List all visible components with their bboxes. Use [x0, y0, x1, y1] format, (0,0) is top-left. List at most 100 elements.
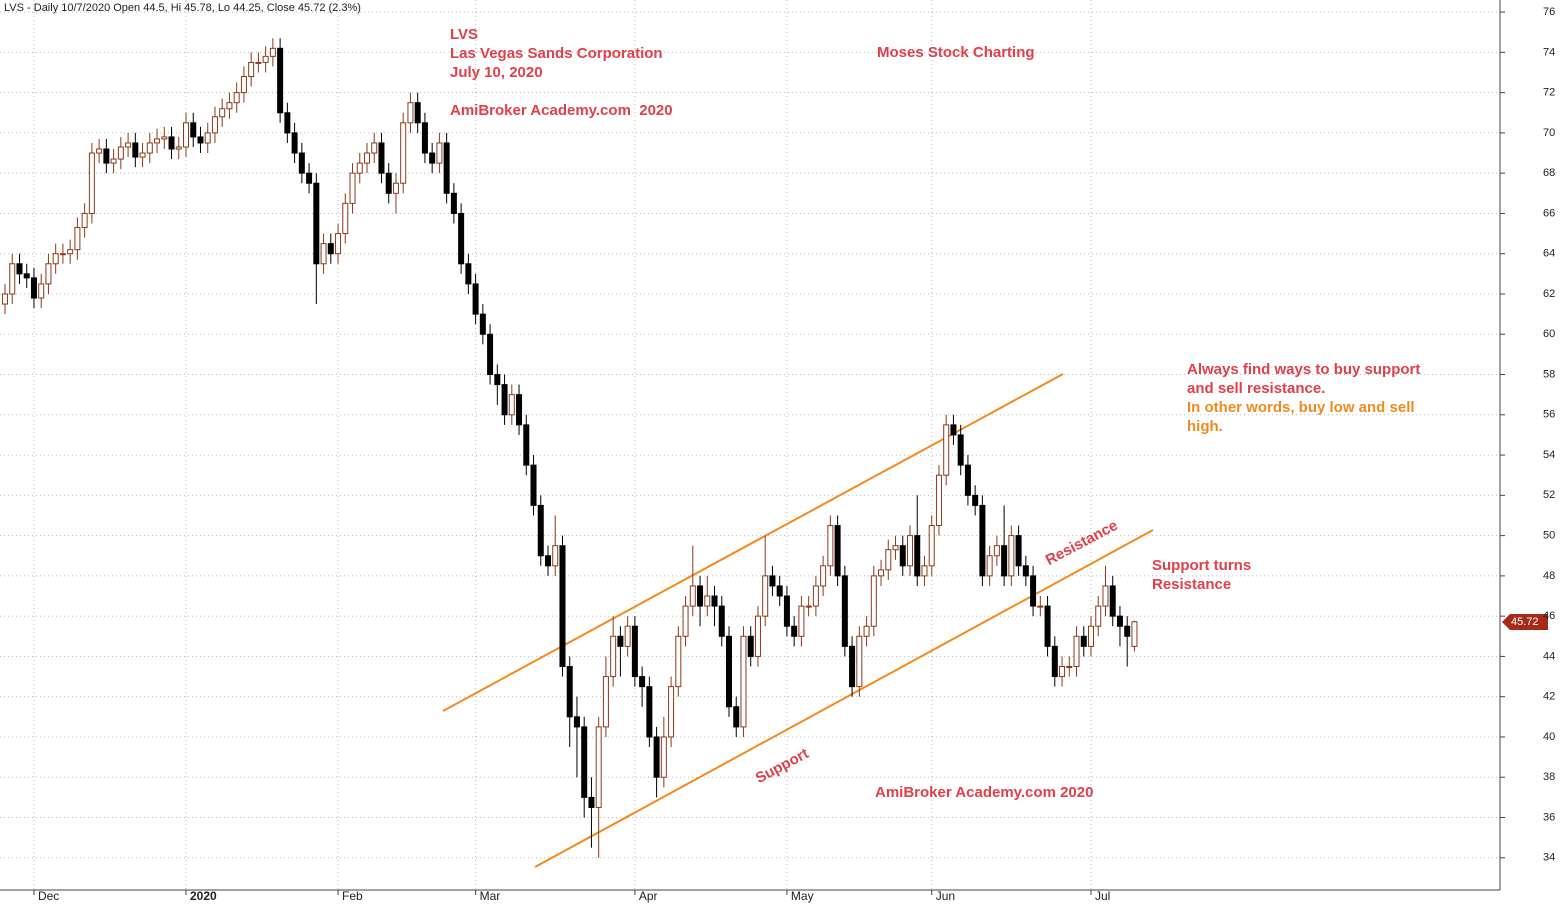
candle-body [849, 645, 856, 688]
candle-body [907, 535, 913, 567]
candle-body [52, 253, 59, 265]
x-tick-label: Jul [1095, 889, 1110, 903]
candle-body [986, 555, 993, 577]
candle-body [624, 625, 631, 647]
y-tick-label: 50 [1543, 530, 1555, 542]
candle-body [870, 575, 877, 627]
candle-body [559, 545, 566, 667]
candle-body [284, 112, 291, 134]
annotation: AmiBroker Academy.com 2020 [875, 784, 1093, 801]
candle-body [385, 172, 392, 194]
candle-body [59, 253, 66, 256]
candle-body [1088, 625, 1094, 647]
candle-body [689, 585, 696, 607]
candle-body [320, 243, 327, 265]
candle-body [747, 635, 754, 657]
candle-body [204, 132, 211, 144]
candle-body [364, 152, 370, 164]
x-tick-label: Apr [639, 889, 658, 903]
candle-body [928, 525, 935, 567]
candle-body [400, 122, 407, 184]
last-price-marker [1502, 614, 1548, 630]
support-trendline [534, 529, 1154, 868]
x-tick-label: Dec [38, 889, 59, 903]
candle-body [718, 605, 725, 637]
candle-body [356, 162, 363, 174]
candle-body [697, 585, 704, 607]
candle-body [1073, 635, 1080, 667]
candle-body [581, 726, 588, 798]
candle-body [863, 625, 870, 637]
candle-body [197, 136, 204, 144]
y-tick-label: 48 [1543, 570, 1555, 582]
y-tick-label: 66 [1543, 207, 1555, 219]
candle-body [342, 202, 349, 235]
candle-body [211, 116, 218, 134]
candle-body [81, 212, 88, 229]
candle-body [1037, 605, 1044, 608]
candle-body [487, 333, 494, 376]
candle-body [226, 102, 233, 110]
candle-body [74, 227, 81, 251]
y-tick-label: 68 [1543, 167, 1555, 179]
y-tick-label: 44 [1543, 650, 1555, 662]
candle-body [776, 585, 783, 597]
candle-body [1109, 585, 1116, 617]
candle-body [573, 716, 580, 728]
candle-body [682, 605, 689, 637]
y-tick-label: 36 [1543, 811, 1555, 823]
y-tick-label: 72 [1543, 87, 1555, 99]
candle-body [465, 263, 472, 285]
candle-body [668, 686, 675, 738]
candle-body [588, 796, 595, 808]
candle-body [899, 545, 906, 567]
candle-body [660, 736, 667, 778]
annotation: AmiBroker Academy.com 2020 [450, 102, 673, 119]
candle-body [675, 635, 682, 688]
candle-body [45, 263, 52, 285]
y-tick-label: 38 [1543, 771, 1555, 783]
candle-body [1001, 545, 1008, 577]
candle-body [298, 152, 305, 174]
candle-body [935, 474, 942, 527]
candle-body [508, 394, 515, 416]
candle-body [740, 635, 747, 728]
candle-body [754, 615, 761, 657]
candle-body [1044, 605, 1051, 647]
candle-body [950, 424, 957, 436]
candle-body [494, 374, 501, 386]
candle-body [421, 122, 428, 154]
candle-body [1015, 535, 1022, 567]
candle-body [1095, 605, 1102, 627]
x-tick-label: May [791, 889, 814, 903]
candle-body [1051, 645, 1058, 678]
y-tick-label: 54 [1543, 449, 1555, 461]
candle-body [117, 146, 124, 160]
candle-body [921, 565, 928, 577]
candle-body [827, 525, 834, 567]
candle-body [103, 148, 110, 164]
annotation: Las Vegas Sands Corporation [450, 45, 663, 62]
candle-body [1022, 565, 1029, 577]
candle-body [240, 76, 247, 94]
candle-body [67, 249, 74, 255]
candle-body [88, 152, 95, 214]
candle-body [841, 575, 848, 647]
candle-body [392, 182, 399, 194]
y-tick-label: 46 [1543, 610, 1555, 622]
candle-body [1131, 621, 1138, 647]
annotation: July 10, 2020 [450, 64, 543, 81]
candle-body [964, 464, 971, 496]
y-tick-label: 58 [1543, 368, 1555, 380]
y-tick-label: 74 [1543, 46, 1555, 58]
annotation: LVS [450, 26, 478, 43]
candle-body [233, 92, 240, 104]
annotation: Resistance [1152, 576, 1231, 593]
candle-body [892, 545, 899, 551]
candle-body [653, 736, 660, 778]
candle-body [1116, 615, 1123, 627]
candle-body [277, 47, 284, 114]
candle-body [1102, 585, 1109, 607]
candle-body [1008, 535, 1015, 577]
